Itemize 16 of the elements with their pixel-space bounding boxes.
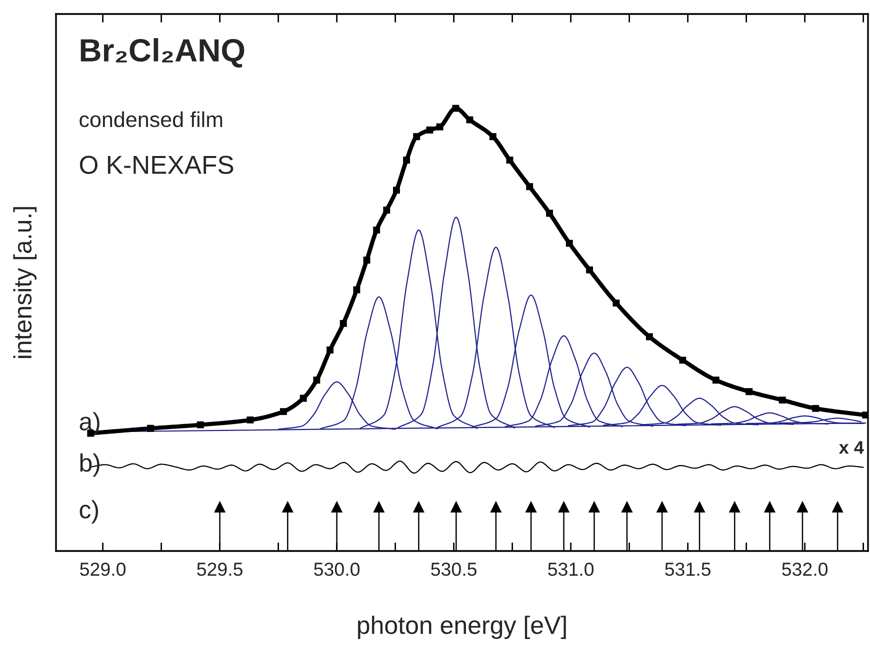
x-axis-title: photon energy [eV]	[358, 616, 566, 640]
x-tick-label: 531.0	[548, 562, 594, 576]
annotation: condensed film	[80, 111, 222, 128]
x-tick-label: 529.5	[197, 562, 242, 576]
annotation: x 4	[838, 441, 864, 454]
annotation: b)	[80, 453, 100, 477]
x-tick-label: 531.5	[665, 562, 710, 576]
y-axis-title: intensity [a.u.]	[13, 207, 37, 358]
x-tick-label: 532.0	[782, 562, 828, 576]
annotation: a)	[80, 412, 100, 436]
x-tick-label: 530.0	[314, 562, 360, 576]
x-tick-label: 530.5	[431, 562, 476, 576]
annotation: O K-NEXAFS	[80, 156, 234, 174]
annotation: c)	[80, 500, 98, 524]
x-tick-label: 529.0	[80, 562, 126, 576]
chart-title: Br₂Cl₂ANQ	[80, 38, 244, 68]
